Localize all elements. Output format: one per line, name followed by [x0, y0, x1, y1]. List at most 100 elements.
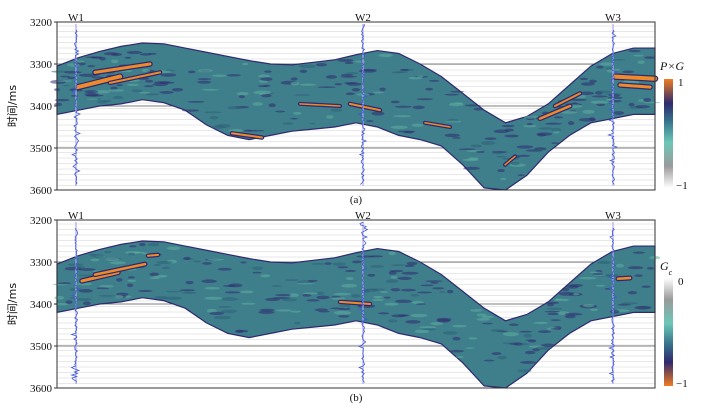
- texture-mark: [605, 98, 612, 101]
- texture-mark: [241, 302, 256, 305]
- anomaly-mark: [424, 122, 451, 128]
- texture-mark: [628, 49, 641, 53]
- texture-mark: [228, 283, 243, 288]
- texture-mark: [78, 289, 93, 293]
- texture-mark: [275, 110, 286, 113]
- texture-mark: [550, 327, 561, 330]
- anomaly-mark: [109, 71, 161, 84]
- texture-mark: [415, 303, 426, 305]
- texture-mark: [591, 95, 608, 98]
- texture-mark: [518, 154, 531, 157]
- texture-mark: [290, 310, 302, 313]
- texture-mark: [187, 70, 196, 74]
- y-tick-label: 3600: [30, 185, 53, 197]
- texture-mark: [91, 254, 105, 258]
- panel-b-colorbar-title: Gc: [660, 259, 673, 277]
- texture-mark: [159, 90, 174, 94]
- texture-mark: [502, 342, 514, 345]
- texture-mark: [389, 269, 404, 273]
- y-tick-label: 3400: [30, 101, 53, 113]
- well-log-curve: [70, 227, 81, 383]
- texture-mark: [502, 332, 519, 337]
- anomaly-mark: [231, 132, 263, 139]
- texture-mark: [77, 274, 93, 277]
- texture-mark: [345, 72, 359, 75]
- texture-mark: [341, 283, 358, 288]
- texture-mark: [523, 124, 537, 128]
- panel-a-colorbar-title: P×G: [659, 59, 684, 73]
- texture-mark: [204, 296, 223, 300]
- texture-mark: [546, 307, 563, 310]
- texture-mark: [259, 308, 275, 312]
- texture-mark: [275, 309, 292, 312]
- texture-mark: [344, 269, 357, 273]
- texture-mark: [307, 279, 318, 282]
- texture-mark: [215, 124, 231, 128]
- texture-mark: [209, 311, 225, 316]
- texture-mark: [60, 75, 70, 78]
- texture-mark: [234, 329, 244, 333]
- texture-mark: [316, 291, 325, 295]
- well-log-curve: [357, 23, 368, 185]
- texture-mark: [337, 266, 349, 269]
- texture-mark: [414, 329, 430, 334]
- panel-a-y-ticks: 3200 3300 3400 3500 3600: [30, 17, 57, 197]
- texture-mark: [641, 285, 651, 288]
- texture-mark: [480, 141, 496, 146]
- texture-mark: [608, 94, 621, 97]
- well-label: W1: [68, 210, 84, 222]
- texture-mark: [149, 277, 160, 279]
- texture-mark: [334, 83, 343, 86]
- texture-mark: [110, 52, 123, 57]
- texture-mark: [325, 75, 338, 79]
- texture-mark: [398, 314, 410, 317]
- texture-mark: [316, 295, 330, 300]
- anomaly-mark: [80, 271, 120, 283]
- texture-mark: [561, 287, 570, 292]
- y-tick-label: 3500: [30, 341, 53, 353]
- texture-mark: [299, 69, 308, 73]
- texture-mark: [227, 106, 243, 110]
- texture-mark: [351, 260, 362, 264]
- texture-mark: [470, 308, 483, 312]
- texture-mark: [252, 102, 264, 106]
- texture-mark: [439, 291, 446, 293]
- texture-mark: [405, 320, 421, 324]
- panel-b-caption: (b): [350, 392, 363, 404]
- texture-mark: [483, 359, 495, 362]
- texture-mark: [354, 60, 366, 63]
- texture-mark: [367, 273, 376, 277]
- texture-mark: [582, 109, 595, 114]
- y-tick-label: 3600: [30, 383, 53, 395]
- texture-mark: [373, 91, 384, 94]
- texture-mark: [314, 308, 329, 312]
- panel-a-anomalies: [50, 49, 661, 180]
- anomaly-mark: [93, 62, 152, 74]
- texture-mark: [517, 174, 525, 177]
- texture-mark: [481, 315, 494, 319]
- texture-mark: [224, 291, 241, 294]
- texture-mark: [147, 242, 160, 247]
- texture-mark: [476, 313, 487, 317]
- texture-mark: [112, 95, 124, 100]
- texture-mark: [646, 266, 655, 270]
- texture-mark: [217, 305, 232, 308]
- texture-mark: [535, 346, 552, 350]
- texture-mark: [430, 322, 444, 326]
- texture-mark: [64, 70, 82, 74]
- texture-mark: [124, 56, 132, 59]
- texture-mark: [207, 258, 225, 261]
- texture-mark: [500, 177, 507, 180]
- texture-mark: [391, 264, 406, 267]
- texture-mark: [638, 99, 645, 102]
- texture-mark: [221, 297, 238, 302]
- texture-mark: [164, 296, 183, 300]
- texture-mark: [350, 294, 361, 298]
- texture-mark: [378, 53, 393, 58]
- texture-mark: [284, 279, 299, 281]
- texture-mark: [149, 272, 160, 277]
- texture-mark: [297, 282, 315, 285]
- texture-mark: [96, 287, 110, 290]
- texture-mark: [148, 52, 157, 55]
- texture-mark: [463, 166, 480, 170]
